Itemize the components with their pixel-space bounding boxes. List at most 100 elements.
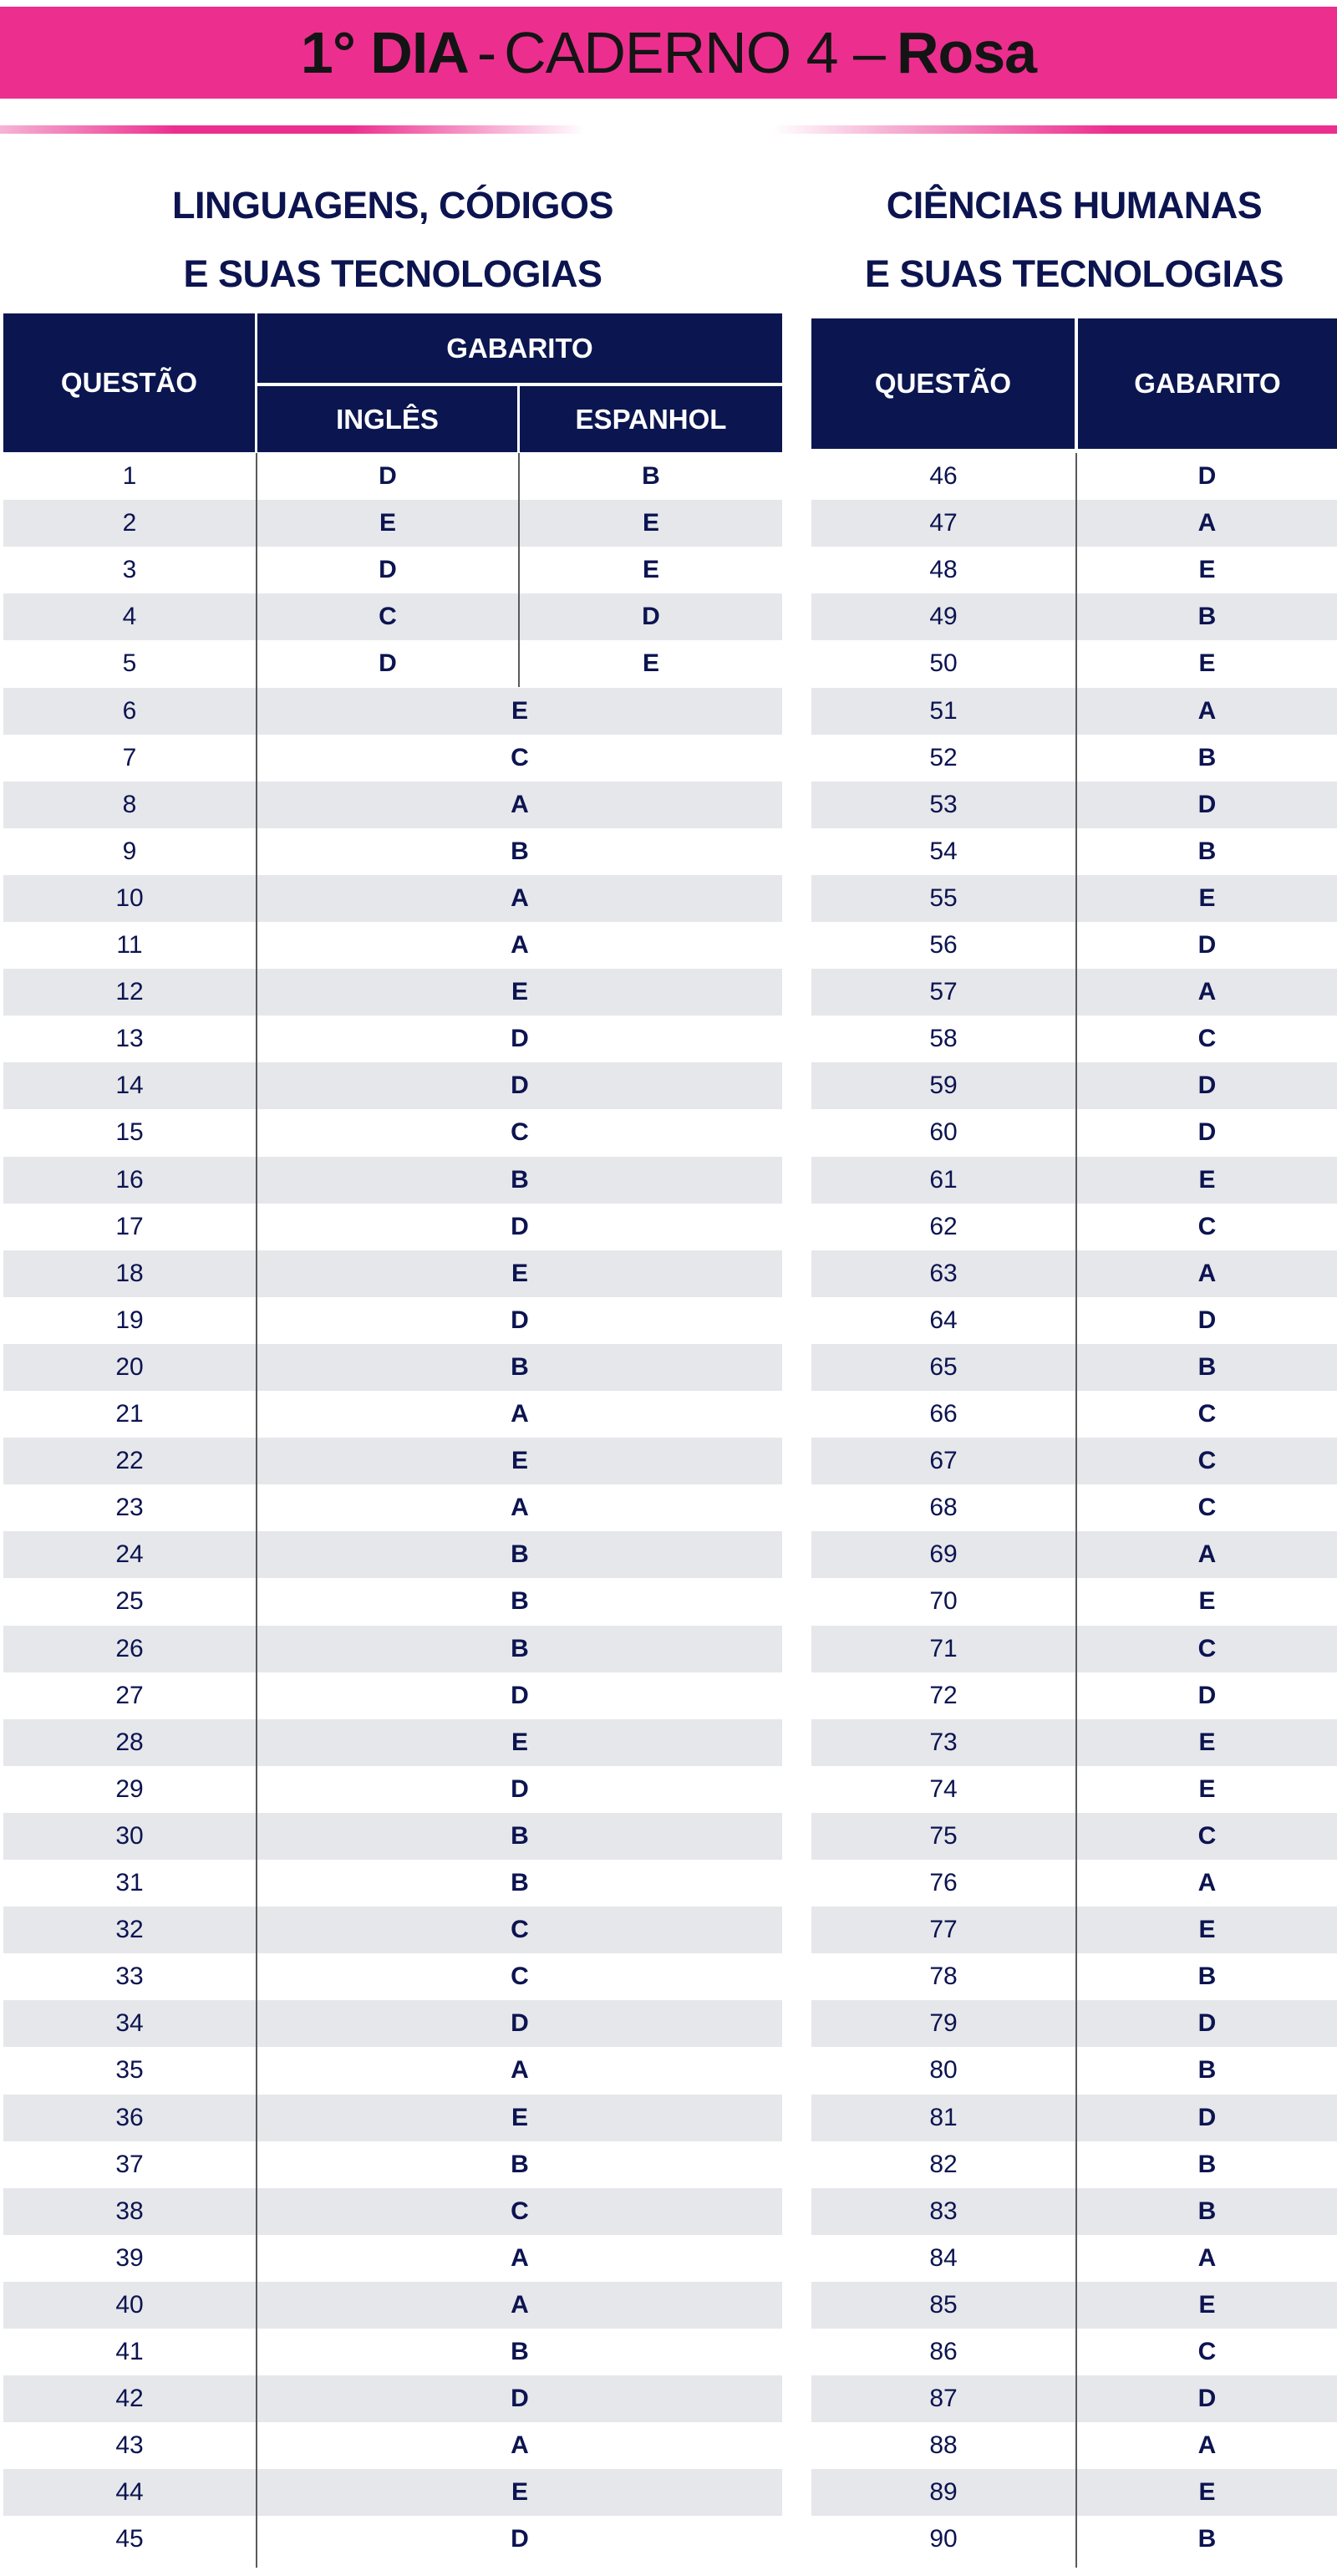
table-row: 2 E E [3,500,782,547]
answer: E [1198,1165,1216,1194]
table-row: 83 B [811,2187,1337,2235]
question-number: 77 [929,1916,958,1944]
table-row: 33 C [3,1953,782,2000]
question-number: 8 [122,790,137,818]
answer: A [511,883,529,912]
answer: A [511,2056,529,2085]
table-row: 49 B [811,593,1337,641]
table-row: 88 A [811,2422,1337,2469]
answer: E [1198,1587,1216,1616]
table-row: 84 A [811,2235,1337,2282]
table-row: 87 D [811,2375,1337,2423]
answer-espanhol: B [642,462,660,491]
question-number: 70 [929,1587,958,1616]
table-row: 28 E [3,1718,782,1766]
table-row: 76 A [811,1860,1337,1907]
table-row: 54 B [811,828,1337,875]
answer: E [1198,883,1216,912]
answer: E [1198,556,1216,584]
answer: D [1197,2385,1217,2413]
answer-ingles: E [379,509,396,537]
banner-day: 1° DIA [300,20,470,85]
question-number: 46 [929,462,958,491]
table-row: 21 A [3,1391,782,1438]
right-section-title: CIÊNCIAS HUMANAS E SUAS TECNOLOGIAS [811,171,1337,308]
table-row: 74 E [811,1766,1337,1813]
question-number: 80 [929,2056,958,2085]
question-number: 76 [929,1869,958,1897]
table-row: 63 A [811,1250,1337,1297]
question-number: 12 [115,978,144,1006]
table-row: 90 B [811,2516,1337,2563]
right-title-line1: CIÊNCIAS HUMANAS [886,184,1263,227]
question-number: 61 [929,1165,958,1194]
answer: A [1197,1259,1217,1287]
answer: C [1197,2338,1217,2366]
table-row: 42 D [3,2375,782,2423]
table-row: 38 C [3,2187,782,2235]
table-row: 17 D [3,1204,782,1250]
question-number: 2 [122,509,137,537]
banner-separator: - [476,20,496,85]
question-number: 63 [929,1259,958,1287]
answer: E [1198,2478,1216,2507]
table-row: 23 A [3,1484,782,1531]
answer-ingles: D [379,649,397,678]
table-row: 57 A [811,969,1337,1016]
answer-espanhol: E [642,556,659,584]
question-number: 21 [115,1400,144,1428]
answer: D [511,1306,529,1334]
table-row: 4 C D [3,593,782,641]
answer: A [511,931,529,960]
question-number: 56 [929,931,958,960]
question-number: 35 [115,2056,144,2085]
table-row: 56 D [811,922,1337,969]
question-number: 4 [122,603,137,631]
answer: D [511,1072,529,1100]
question-number: 20 [115,1352,144,1381]
right-title-line2: E SUAS TECNOLOGIAS [864,252,1284,295]
answer: E [511,2103,528,2131]
question-number: 16 [115,1165,144,1194]
answer: D [511,2385,529,2413]
answer: C [1197,1447,1217,1475]
banner-color: Rosa [896,20,1037,85]
answer: A [511,1400,529,1428]
answer: A [511,2243,529,2272]
answer: D [1197,2103,1217,2131]
table-row: 50 E [811,640,1337,687]
table-row: 78 B [811,1953,1337,2000]
table-row: 18 E [3,1250,782,1297]
question-number: 78 [929,1963,958,1991]
answer: B [1197,1352,1217,1381]
question-number: 79 [929,2009,958,2038]
table-row: 19 D [3,1297,782,1344]
left-column-divider [256,453,257,2568]
left-header-espanhol: ESPANHOL [520,386,782,452]
table-row: 46 D [811,453,1337,500]
question-number: 5 [122,649,137,678]
table-row: 68 C [811,1484,1337,1531]
table-row: 13 D [3,1016,782,1062]
question-number: 10 [115,883,144,912]
question-number: 72 [929,1681,958,1709]
table-row: 15 C [3,1109,782,1156]
answer: D [1197,1118,1217,1147]
question-number: 7 [122,743,137,771]
table-row: 65 B [811,1343,1337,1391]
answer: D [511,2525,529,2553]
left-title-line1: LINGUAGENS, CÓDIGOS [171,184,614,227]
table-row: 80 B [811,2047,1337,2094]
answer: E [511,696,528,725]
table-row: 36 E [3,2094,782,2141]
answer: E [1198,1728,1216,1756]
question-number: 88 [929,2431,958,2460]
question-number: 89 [929,2478,958,2507]
question-number: 81 [929,2103,958,2131]
answer: B [511,1587,529,1616]
question-number: 1 [122,462,137,491]
table-row: 47 A [811,500,1337,547]
question-number: 53 [929,790,958,818]
answer: D [1197,2009,1217,2038]
